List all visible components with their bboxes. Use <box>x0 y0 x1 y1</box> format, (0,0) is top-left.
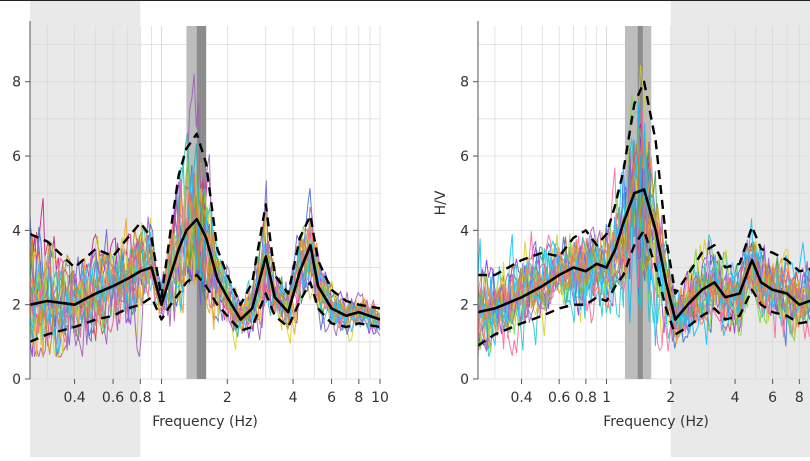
y-tick-label: 0 <box>460 372 469 388</box>
window-trace <box>30 175 380 344</box>
y-tick-label: 6 <box>12 149 21 165</box>
y-tick-label: 4 <box>12 223 21 239</box>
hv-lower-std-curve <box>30 273 380 343</box>
x-tick-label: 0.8 <box>129 390 151 406</box>
window-traces <box>30 74 380 359</box>
y-axis-label: H/V <box>433 190 449 215</box>
y-tick-label: 0 <box>12 372 21 388</box>
x-tick-label: 0.4 <box>510 390 532 406</box>
x-tick-label: 0.4 <box>63 390 85 406</box>
x-axis-label: Frequency (Hz) <box>152 414 258 430</box>
shaded-range <box>30 1 141 457</box>
y-tick-label: 8 <box>12 75 21 91</box>
x-axis-label: Frequency (Hz) <box>603 414 709 430</box>
x-tick-label: 4 <box>731 390 740 406</box>
hv-chart-right: 0 2 4 6 8 0.4 0.6 0.8 1 2 4 6 8 Frequency (Hz) H/V <box>433 1 810 457</box>
hv-upper-std-curve <box>30 132 380 310</box>
shaded-range <box>670 1 810 457</box>
y-tick-label: 8 <box>460 75 469 91</box>
x-tick-label: 4 <box>289 390 298 406</box>
x-tick-label: 10 <box>371 390 389 406</box>
x-tick-label: 0.8 <box>575 390 597 406</box>
hv-chart-left: 0 2 4 6 8 0.4 0.6 0.8 1 2 4 6 8 10 Frequency (Hz) <box>12 1 389 457</box>
x-tick-label: 8 <box>354 390 363 406</box>
x-tick-label: 8 <box>795 390 804 406</box>
y-tick-label: 4 <box>460 223 469 239</box>
hv-upper-std-curve <box>478 80 810 295</box>
window-trace <box>478 144 810 328</box>
x-tick-label: 2 <box>666 390 675 406</box>
window-trace <box>478 101 810 347</box>
hv-mean-curve <box>30 217 380 321</box>
x-tick-label: 1 <box>157 390 166 406</box>
y-tick-label: 2 <box>460 298 469 314</box>
y-tick-label: 6 <box>460 149 469 165</box>
x-tick-label: 1 <box>602 390 611 406</box>
hv-mean-curve <box>478 188 810 321</box>
x-tick-label: 0.6 <box>548 390 570 406</box>
x-tick-label: 6 <box>327 390 336 406</box>
x-tick-label: 2 <box>223 390 232 406</box>
y-tick-label: 2 <box>12 298 21 314</box>
x-tick-label: 0.6 <box>102 390 124 406</box>
x-tick-label: 6 <box>768 390 777 406</box>
hv-lower-std-curve <box>478 229 810 347</box>
